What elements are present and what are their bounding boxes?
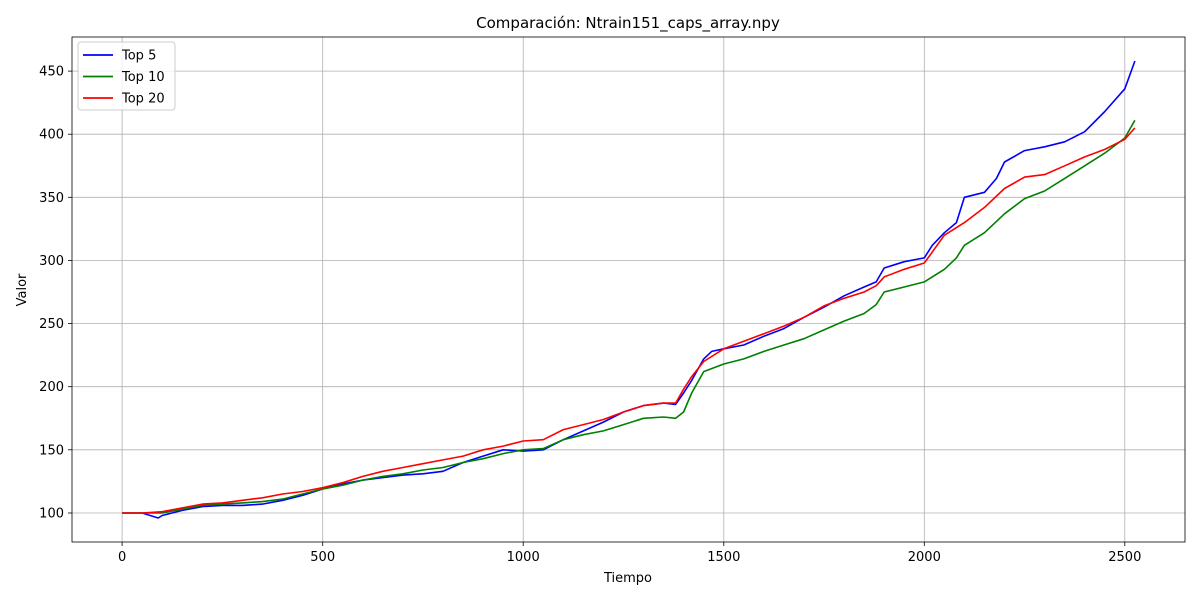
x-tick-label: 500 — [310, 550, 335, 565]
chart-title: Comparación: Ntrain151_caps_array.npy — [476, 14, 780, 33]
legend-box — [77, 41, 176, 111]
series-line-top-20 — [122, 127, 1136, 514]
plot-frame — [71, 36, 1186, 543]
legend-label: Top 10 — [121, 70, 165, 85]
x-tick-label: 0 — [118, 550, 126, 565]
y-tick-label: 250 — [39, 317, 64, 332]
y-tick-label: 300 — [39, 254, 64, 269]
x-axis-ticks: 0 500 1000 1500 2000 2500 — [118, 542, 1141, 565]
y-tick-label: 150 — [39, 443, 64, 458]
y-tick-label: 400 — [39, 128, 64, 143]
y-tick-label: 100 — [39, 507, 64, 522]
y-axis-ticks: 100 150 200 250 300 350 400 450 — [39, 65, 72, 522]
y-axis-label: Valor — [15, 273, 30, 306]
x-tick-label: 1500 — [707, 550, 740, 565]
y-tick-label: 200 — [39, 380, 64, 395]
series-line-top-10 — [122, 119, 1136, 514]
y-tick-label: 450 — [39, 65, 64, 80]
series-lines — [122, 60, 1136, 519]
legend: Top 5 Top 10 Top 20 — [77, 41, 176, 111]
grid — [72, 37, 1185, 542]
legend-label: Top 20 — [121, 92, 165, 107]
x-axis-label: Tiempo — [603, 571, 652, 586]
x-tick-label: 1000 — [507, 550, 540, 565]
x-tick-label: 2500 — [1108, 550, 1141, 565]
y-tick-label: 350 — [39, 191, 64, 206]
legend-label: Top 5 — [121, 49, 156, 64]
series-line-top-5 — [122, 60, 1136, 519]
x-tick-label: 2000 — [908, 550, 941, 565]
